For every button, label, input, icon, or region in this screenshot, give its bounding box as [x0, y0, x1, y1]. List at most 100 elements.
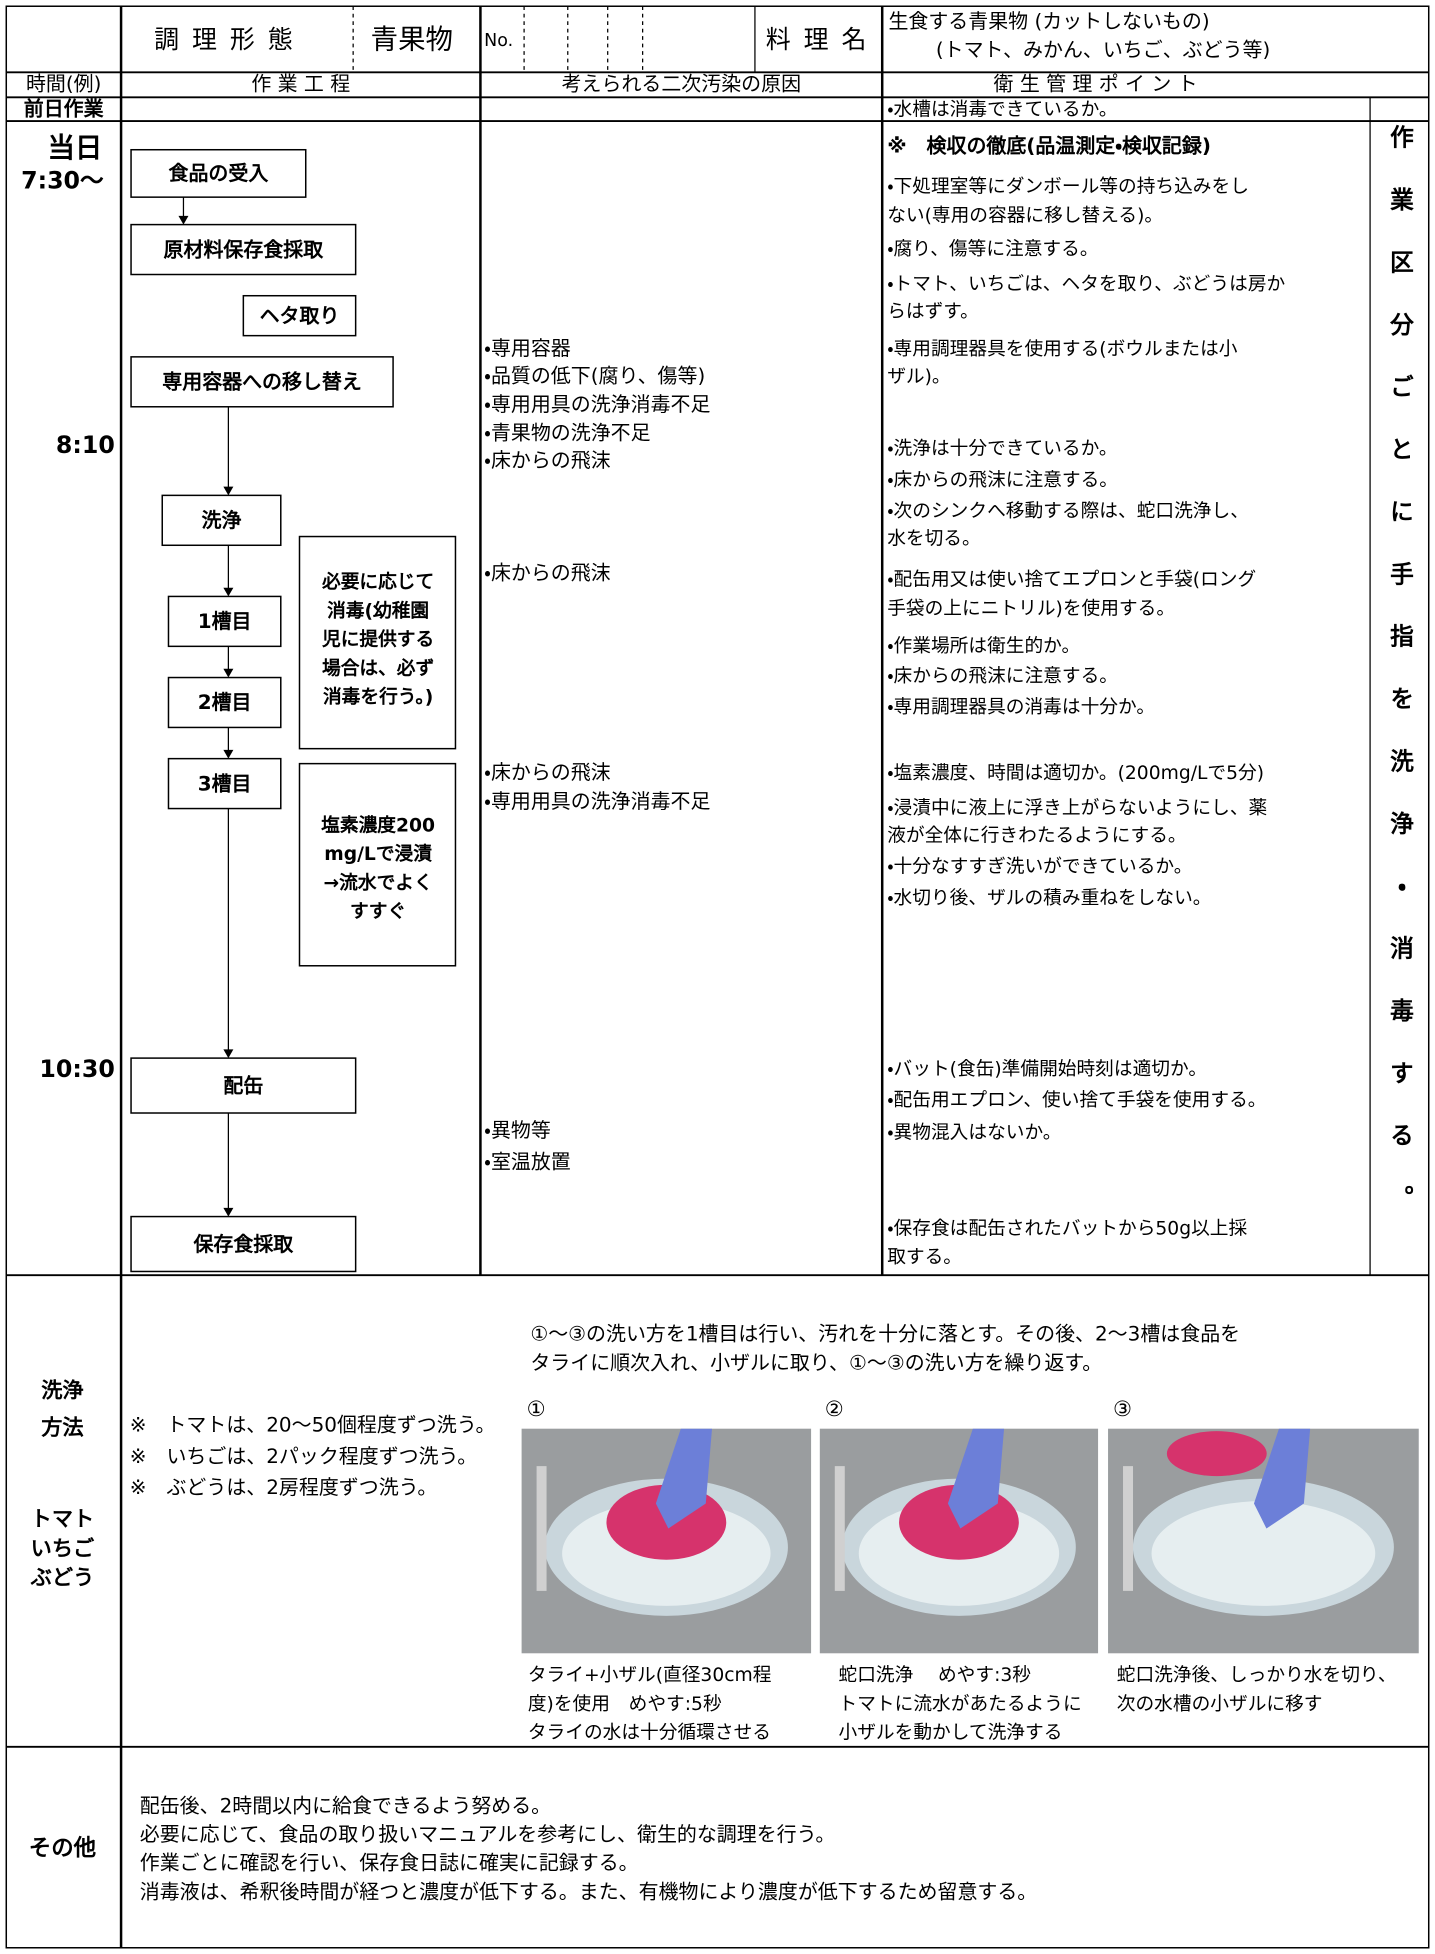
photo-water: [1151, 1501, 1376, 1606]
photo-glove: [655, 1428, 713, 1529]
point: ・洗浄は十分できているか。: [887, 439, 1117, 460]
photo-caption: 次の水槽の小ザルに移す: [1117, 1694, 1323, 1715]
note-line: 場合は、必ず: [322, 657, 434, 679]
photo-faucet: [1123, 1466, 1134, 1591]
photo-faucet: [536, 1466, 547, 1591]
step-label: 1槽目: [198, 609, 252, 633]
section-label: 方法: [41, 1415, 83, 1441]
column-header: 作 業 工 程: [251, 71, 350, 95]
arrow-head: [223, 486, 234, 496]
note-line: 児に提供する: [321, 629, 434, 651]
column-header: 考えられる二次汚染の原因: [562, 71, 801, 95]
time: 8:10: [56, 431, 115, 459]
photo-caption: 蛇口洗浄 めやす:3秒: [839, 1665, 1032, 1686]
arrow-head: [223, 1049, 234, 1059]
point: ・十分なすすぎ洗いができているか。: [887, 857, 1192, 878]
section-label: ぶどう: [30, 1565, 95, 1590]
photo-number: ②: [825, 1397, 844, 1422]
dish-name: (トマト、みかん、いちご、ぶどう等): [936, 38, 1270, 62]
intro-line: タライに順次入れ、小ザルに取り、①〜③の洗い方を繰り返す。: [530, 1350, 1102, 1374]
photo-caption: 蛇口洗浄後、しっかり水を切り、: [1117, 1665, 1397, 1686]
point: ・下処理室等にダンボール等の持ち込みをし: [887, 177, 1249, 198]
other-line: 配缶後、2時間以内に給食できるよう努める。: [140, 1793, 551, 1817]
arrow-head: [223, 668, 234, 678]
step-label: 保存食採取: [192, 1232, 294, 1256]
point: ザル)。: [887, 366, 950, 387]
wash-note: ※ いちごは、2パック程度ずつ洗う。: [130, 1444, 477, 1468]
photo-caption: トマトに流水があたるように: [839, 1694, 1082, 1715]
step-label: 専用容器への移し替え: [162, 370, 362, 394]
photo-caption: タライ+小ザル(直径30cm程: [528, 1665, 772, 1686]
note-box: [298, 762, 457, 967]
point: 水を切る。: [887, 529, 981, 550]
time: 当日: [47, 133, 102, 164]
note-line: 消毒(幼稚園: [327, 600, 429, 622]
step-box: [130, 356, 394, 408]
note-line: mg/Lで浸漬: [324, 843, 432, 865]
step-box: [242, 294, 357, 337]
table-frame: [5, 5, 1430, 1949]
point: ※ 検収の徹底(品温測定・検収記録): [887, 134, 1211, 158]
step-box: [130, 1215, 357, 1273]
step-label: 原材料保存食採取: [164, 237, 325, 261]
note-line: →流水でよく: [324, 872, 433, 894]
point: ・水切り後、ザルの積み重ねをしない。: [887, 888, 1211, 909]
other-line: 消毒液は、希釈後時間が経つと濃度が低下する。また、有機物により濃度が低下するため…: [140, 1879, 1038, 1903]
photo-number: ①: [527, 1397, 546, 1422]
point: ・塩素濃度、時間は適切か。(200mg/Lで5分): [887, 763, 1264, 784]
note-line: すすぐ: [350, 902, 406, 923]
form-value: 青果物: [371, 25, 453, 56]
arrow-head: [178, 215, 189, 225]
photo-caption: 度)を使用 めやす:5秒: [528, 1694, 722, 1715]
contamination-item: ・青果物の洗浄不足: [484, 421, 650, 445]
other-line: 作業ごとに確認を行い、保存食日誌に確実に記録する。: [140, 1851, 639, 1875]
step-box: [130, 1057, 357, 1114]
photo-glove: [947, 1428, 1005, 1529]
step-box: [167, 595, 282, 648]
form-label: 調 理 形 態: [154, 25, 295, 54]
point: ・配缶用又は使い捨てエプロンと手袋(ロング: [887, 570, 1256, 591]
point: ・床からの飛沫に注意する。: [887, 470, 1118, 491]
photo-number: ③: [1113, 1397, 1132, 1422]
point: ない(専用の容器に移し替える)。: [887, 205, 1163, 226]
step-box: [130, 223, 357, 276]
point: 取する。: [887, 1247, 962, 1268]
note-line: 塩素濃度200: [321, 815, 435, 837]
section-label: その他: [29, 1836, 97, 1862]
section-label: トマト: [31, 1507, 95, 1532]
point: ・保存食は配缶されたバットから50g以上採: [887, 1219, 1247, 1240]
point: ・異物混入はないか。: [887, 1122, 1061, 1143]
point: ・作業場所は衛生的か。: [887, 636, 1080, 657]
contamination-item: ・専用用具の洗浄消毒不足: [484, 789, 710, 813]
photo-caption: タライの水は十分循環させる: [528, 1723, 771, 1744]
dish-label: 料 理 名: [766, 25, 869, 54]
time: 10:30: [39, 1055, 114, 1083]
time: 7:30〜: [21, 167, 104, 195]
note-box: [298, 535, 457, 750]
point: ・床からの飛沫に注意する。: [887, 666, 1118, 687]
prev-day-label: 前日作業: [24, 96, 104, 120]
step-label: 配缶: [223, 1073, 263, 1097]
point: 手袋の上にニトリル)を使用する。: [887, 598, 1175, 619]
point: ・バット(食缶)準備開始時刻は適切か。: [887, 1059, 1207, 1080]
photo-colander: [1166, 1431, 1267, 1477]
arrow-head: [223, 1207, 234, 1217]
point: ・腐り、傷等に注意する。: [887, 239, 1098, 260]
point: 液が全体に行きわたるようにする。: [887, 826, 1186, 847]
step-box: [161, 494, 282, 547]
wash-note: ※ ぶどうは、2房程度ずつ洗う。: [130, 1475, 438, 1499]
side-note: 作業区分ごとに手指を洗浄・消毒する。: [1386, 125, 1415, 1248]
point: ・トマト、いちごは、ヘタを取り、ぶどうは房か: [887, 274, 1285, 295]
step-label: ヘタ取り: [260, 303, 340, 327]
point: ・水槽は消毒できているか。: [887, 99, 1117, 120]
contamination-item: ・品質の低下(腐り、傷等): [484, 363, 705, 387]
step-label: 食品の受入: [169, 161, 269, 185]
step-box: [167, 757, 282, 810]
contamination-item: ・室温放置: [484, 1149, 571, 1173]
photo-faucet: [834, 1466, 845, 1591]
step-box: [167, 676, 282, 729]
point: ・次のシンクへ移動する際は、蛇口洗浄し、: [887, 501, 1249, 522]
contamination-item: ・床からの飛沫: [484, 560, 611, 584]
note-line: 必要に応じて: [321, 571, 434, 593]
